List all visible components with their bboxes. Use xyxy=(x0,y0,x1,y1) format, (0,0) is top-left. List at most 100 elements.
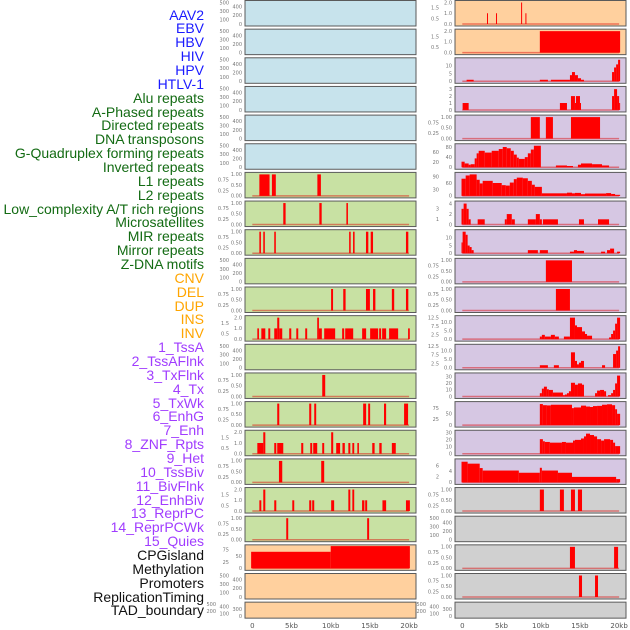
data-bar xyxy=(296,328,299,340)
y-tick-label: 0.5 xyxy=(221,503,229,509)
data-bar xyxy=(462,103,469,110)
track-panel: 0.0 0.5 1.0 1.5 2.0 xyxy=(431,28,627,56)
y-tick-label: 0 xyxy=(239,22,242,28)
y-tick-label: 300 xyxy=(219,66,229,72)
data-bar xyxy=(379,443,382,454)
track-panel: 0.000.250.500.751.00 xyxy=(218,171,417,200)
y-tick-label: 0.0 xyxy=(444,366,452,372)
y-tick-label: 5.0 xyxy=(444,357,452,363)
y-tick-label: 200 xyxy=(416,609,426,615)
data-bar xyxy=(580,360,584,368)
y-tick-label: 200 xyxy=(206,609,216,615)
y-tick-label: 1 xyxy=(436,217,439,223)
data-bar xyxy=(348,489,351,512)
data-bar xyxy=(468,219,471,225)
data-bar xyxy=(301,443,304,454)
y-tick-label: 0.75 xyxy=(428,264,439,270)
track-panel: 0 25 50 75 xyxy=(223,544,417,572)
panel-border xyxy=(454,515,627,543)
y-tick-label: 2.0 xyxy=(234,315,242,321)
data-bar xyxy=(539,250,548,254)
track-label: 8_ZNF_Rpts xyxy=(124,436,204,453)
y-tick-label: 100 xyxy=(219,275,229,281)
data-bar xyxy=(365,231,369,254)
track-label: 2_TssAFlnk xyxy=(131,353,204,369)
data-bar xyxy=(343,289,346,311)
data-bar xyxy=(608,395,612,397)
panel-border xyxy=(454,257,627,285)
track-label: Promoters xyxy=(139,574,204,591)
y-tick-label: 0.50 xyxy=(441,584,452,590)
track-label: TAD_boundary xyxy=(110,602,204,619)
y-tick-label: 500 xyxy=(219,0,229,6)
data-bar xyxy=(352,443,355,454)
track-label: HPV xyxy=(175,61,204,78)
panel-background xyxy=(455,86,626,112)
data-bar xyxy=(330,546,410,569)
y-tick-label: 40 xyxy=(446,155,452,161)
track-panel: 0.000.250.500.751.00 xyxy=(218,286,417,314)
y-tick-label: 200 xyxy=(232,13,242,19)
y-tick-label: 0.00 xyxy=(441,280,452,286)
panel-background xyxy=(245,0,416,26)
data-bar xyxy=(552,392,563,397)
y-tick-label: 100 xyxy=(219,161,229,167)
data-bar xyxy=(471,250,474,254)
y-tick-label: 200 xyxy=(232,128,242,134)
panel-border xyxy=(454,57,627,84)
data-bar xyxy=(277,403,280,426)
y-tick-label: 20 xyxy=(446,381,452,387)
panel-border xyxy=(244,143,417,170)
data-bar xyxy=(573,440,575,454)
data-bar xyxy=(461,178,466,196)
y-tick-label: 100 xyxy=(219,18,229,24)
panel-border xyxy=(244,257,417,285)
panel-border xyxy=(454,0,627,27)
data-bar xyxy=(477,219,485,225)
y-tick-label: 1.00 xyxy=(231,172,242,178)
data-bar xyxy=(582,384,584,397)
data-bar xyxy=(542,405,547,426)
y-tick-label: 2.5 xyxy=(431,333,439,339)
data-bar xyxy=(362,328,367,340)
data-bar xyxy=(527,153,531,168)
panel-border xyxy=(244,573,417,600)
data-bar xyxy=(405,231,409,254)
y-tick-label: 200 xyxy=(232,99,242,105)
y-tick-label: 0.00 xyxy=(231,194,242,200)
y-tick-label: 0.75 xyxy=(218,521,229,527)
data-bar xyxy=(561,441,566,454)
data-bar xyxy=(577,489,583,512)
data-bar xyxy=(571,72,575,82)
panel-border xyxy=(244,0,417,27)
data-bar xyxy=(362,500,365,512)
data-bar xyxy=(533,145,541,168)
data-bar xyxy=(476,179,480,196)
y-tick-label: 200 xyxy=(232,156,242,162)
data-bar xyxy=(559,103,567,110)
panel-border xyxy=(244,286,417,313)
panel-border xyxy=(244,372,417,399)
data-bar xyxy=(478,150,485,168)
y-tick-label: 1.00 xyxy=(231,373,242,379)
track-label: 4_Tx xyxy=(172,380,204,397)
track-label: CPGisland xyxy=(137,547,204,564)
data-bar xyxy=(539,79,548,82)
data-bar xyxy=(583,436,587,454)
data-bar xyxy=(574,384,578,397)
panel-border xyxy=(454,143,627,170)
y-tick-label: 1.0 xyxy=(444,40,452,46)
panel-background xyxy=(245,430,416,456)
panel-border xyxy=(454,114,627,142)
data-bar xyxy=(615,194,621,196)
track-panel: 0 510 xyxy=(446,57,627,85)
panel-background xyxy=(245,516,416,542)
track-label: 10_TssBiv xyxy=(140,463,204,480)
data-bar xyxy=(314,403,317,426)
data-bar xyxy=(331,432,334,454)
track-panel: 0 20 40 60 80 xyxy=(433,143,627,171)
track-label: Low_complexity A/T rich regions xyxy=(3,200,205,217)
x-tick-label: 15kb xyxy=(571,622,589,630)
y-tick-label: 500 xyxy=(219,29,229,35)
data-bar xyxy=(577,164,581,168)
